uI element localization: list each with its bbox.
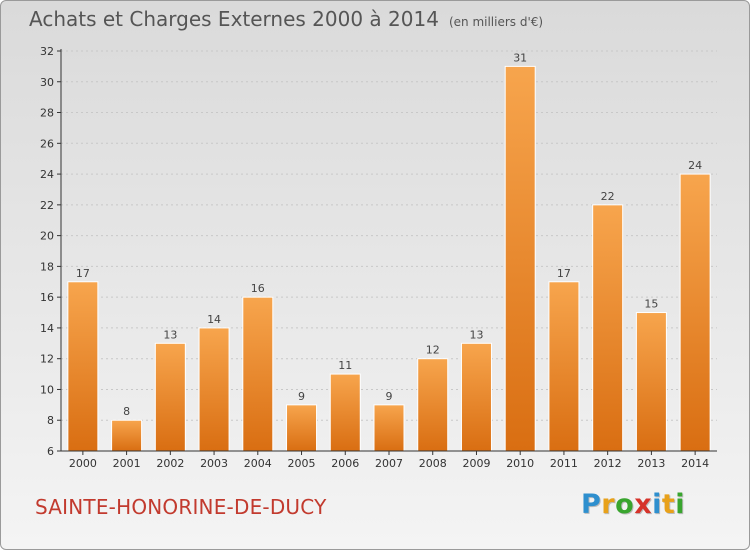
logo-letter: o bbox=[615, 489, 635, 520]
x-tick-label: 2002 bbox=[156, 457, 184, 470]
data-label: 17 bbox=[76, 267, 90, 280]
y-tick-label: 20 bbox=[40, 230, 54, 243]
town-name: SAINTE-HONORINE-DE-DUCY bbox=[35, 495, 327, 519]
data-label: 13 bbox=[469, 328, 483, 341]
bar bbox=[329, 373, 361, 452]
x-tick-label: 2005 bbox=[288, 457, 316, 470]
bar bbox=[286, 404, 318, 452]
bar bbox=[67, 281, 99, 452]
x-tick-label: 2003 bbox=[200, 457, 228, 470]
x-tick-label: 2013 bbox=[637, 457, 665, 470]
bar bbox=[111, 419, 143, 452]
chart-title: Achats et Charges Externes 2000 à 2014 (e… bbox=[29, 7, 543, 31]
y-tick-label: 16 bbox=[40, 291, 54, 304]
x-tick-label: 2004 bbox=[244, 457, 272, 470]
x-tick-label: 2008 bbox=[419, 457, 447, 470]
x-tick-label: 2000 bbox=[69, 457, 97, 470]
bar bbox=[198, 327, 230, 452]
logo-letter: i bbox=[652, 489, 662, 520]
x-tick-label: 2014 bbox=[681, 457, 709, 470]
x-tick-label: 2007 bbox=[375, 457, 403, 470]
data-label: 9 bbox=[386, 390, 393, 403]
data-label: 9 bbox=[298, 390, 305, 403]
bars: 17 8 13 14 16 9 11 9 12 13 31 17 22 15 24 bbox=[67, 51, 711, 452]
data-label: 24 bbox=[688, 159, 702, 172]
bar bbox=[504, 65, 536, 452]
proxiti-logo: Proxiti bbox=[581, 489, 685, 520]
x-tick-label: 2011 bbox=[550, 457, 578, 470]
data-label: 22 bbox=[601, 190, 615, 203]
y-tick-label: 14 bbox=[40, 322, 54, 335]
y-tick-label: 28 bbox=[40, 107, 54, 120]
bar bbox=[242, 296, 274, 452]
data-label: 14 bbox=[207, 313, 221, 326]
x-tick-label: 2012 bbox=[594, 457, 622, 470]
y-tick-label: 10 bbox=[40, 383, 54, 396]
data-label: 13 bbox=[163, 328, 177, 341]
data-label: 17 bbox=[557, 267, 571, 280]
data-label: 15 bbox=[644, 298, 658, 311]
y-tick-label: 6 bbox=[47, 445, 54, 458]
bar bbox=[417, 358, 449, 452]
x-tick-label: 2010 bbox=[506, 457, 534, 470]
y-tick-label: 18 bbox=[40, 260, 54, 273]
logo-letter: P bbox=[581, 489, 602, 520]
logo-letter: x bbox=[634, 489, 653, 520]
data-label: 31 bbox=[513, 51, 527, 64]
axes: 6 8 10 12 14 16 18 20 22 24 26 28 30 32 2000 2001 2002 20… bbox=[40, 45, 717, 470]
y-tick-label: 8 bbox=[47, 414, 54, 427]
bar bbox=[592, 204, 624, 452]
bar bbox=[679, 173, 711, 452]
data-label: 8 bbox=[123, 405, 130, 418]
x-tick-label: 2006 bbox=[331, 457, 359, 470]
chart-unit: (en milliers d'€) bbox=[448, 15, 544, 29]
bar bbox=[635, 312, 667, 452]
bar bbox=[460, 342, 492, 452]
logo-letter: r bbox=[601, 489, 616, 520]
bar bbox=[548, 281, 580, 452]
y-tick-label: 12 bbox=[40, 353, 54, 366]
y-tick-label: 32 bbox=[40, 45, 54, 58]
y-tick-label: 24 bbox=[40, 168, 54, 181]
chart-title-text: Achats et Charges Externes 2000 à 2014 bbox=[29, 7, 439, 31]
x-tick-label: 2009 bbox=[462, 457, 490, 470]
y-tick-label: 30 bbox=[40, 76, 54, 89]
bar bbox=[373, 404, 405, 452]
data-label: 16 bbox=[251, 282, 265, 295]
data-label: 11 bbox=[338, 359, 352, 372]
data-label: 12 bbox=[426, 344, 440, 357]
bar bbox=[154, 342, 186, 452]
logo-letter: i bbox=[675, 489, 686, 520]
x-tick-label: 2001 bbox=[113, 457, 141, 470]
y-tick-label: 22 bbox=[40, 199, 54, 212]
logo-letter: t bbox=[661, 489, 676, 520]
y-tick-label: 26 bbox=[40, 137, 54, 150]
